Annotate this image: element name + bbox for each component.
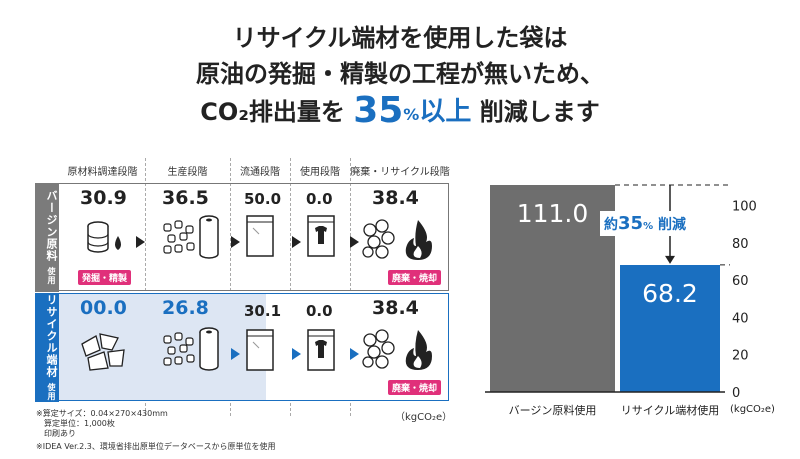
stage-divider [350, 158, 351, 416]
note-size: ※算定サイズ：0.04×270×430mm [36, 409, 168, 418]
virgin-disposal-value: 38.4 [372, 187, 419, 209]
stage-header-raw: 原材料調達段階 [67, 167, 138, 178]
bar-recycled [620, 264, 720, 392]
chart-overlay: 0 20 40 60 80 100 [485, 184, 757, 401]
flow-arrow [136, 236, 145, 248]
recycled-distribution-value: 30.1 [244, 302, 282, 320]
note-print: 印刷あり [36, 429, 76, 438]
recycled-use-value: 0.0 [306, 302, 333, 320]
stage-header-production: 生産段階 [167, 167, 208, 178]
virgin-raw-value: 30.9 [80, 187, 127, 209]
bag-with-shirt-icon [307, 215, 335, 257]
flow-arrow [231, 348, 240, 360]
bar-recycled-value: 68.2 [642, 278, 698, 308]
headline-line-2: 原油の発掘・精製の工程が無いため、 [196, 60, 604, 88]
y-tick-label: 60 [732, 274, 749, 289]
unit-left: （kgCO₂e） [395, 412, 453, 423]
flow-arrow [292, 236, 301, 248]
bag-with-shirt-icon [307, 329, 335, 371]
tag-disposal-burn: 廃棄・焼却 [388, 270, 442, 285]
recycled-raw-value: 00.0 [80, 297, 127, 319]
headline-line-1: リサイクル端材を使用した袋は [232, 24, 568, 52]
bar-virgin-value: 111.0 [516, 199, 589, 228]
headline-ijou: 以上 [419, 97, 472, 127]
recycled-disposal-value: 38.4 [372, 297, 419, 319]
waste-fire-icon [362, 219, 432, 260]
recycled-row-label: リサイクル端材 使用 [35, 293, 59, 402]
stage-divider [230, 158, 231, 416]
flow-arrow [292, 348, 301, 360]
recycled-production-value: 26.8 [162, 297, 209, 319]
stage-header-use: 使用段階 [300, 167, 340, 178]
reduction-arrow-head [665, 255, 675, 264]
x-label-recycled: リサイクル端材使用 [620, 404, 720, 417]
stage-divider [290, 158, 291, 416]
y-tick-label: 0 [732, 386, 740, 401]
headline-line-3: CO₂排出量を 35%以上 削減します [0, 90, 800, 131]
note-source: ※IDEA Ver.2.3、環境省排出原単位データベースから原単位を使用 [36, 442, 276, 451]
film-roll-icon [199, 215, 219, 259]
y-tick-label: 100 [732, 200, 757, 215]
flow-arrow [350, 348, 359, 360]
virgin-row-label: バージン原料 使用 [35, 183, 59, 292]
stage-divider [145, 158, 146, 416]
headline-percent-sign: % [403, 105, 420, 124]
bag-icon [246, 215, 274, 257]
scrap-material-icon [81, 333, 125, 371]
bag-icon [246, 329, 274, 371]
y-tick-label: 80 [732, 237, 749, 252]
stage-header-distribution: 流通段階 [240, 167, 280, 178]
y-tick-label: 40 [732, 311, 749, 326]
virgin-production-value: 36.5 [162, 187, 209, 209]
headline-co2: CO₂排出量を [200, 98, 345, 126]
y-axis-unit: (kgCO₂e) [730, 404, 775, 415]
oil-barrel-icon [87, 221, 121, 253]
note-unit: 算定単位：1,000枚 [36, 419, 115, 428]
headline-percent-number: 35 [353, 90, 404, 131]
x-label-virgin: バージン原料使用 [508, 404, 597, 417]
tag-disposal-burn: 廃棄・焼却 [388, 380, 442, 395]
waste-fire-icon [362, 329, 432, 370]
pellets-icon [163, 220, 195, 254]
y-tick-label: 20 [732, 349, 749, 364]
flow-arrow [231, 236, 240, 248]
stage-header-disposal: 廃棄・リサイクル段階 [350, 167, 450, 178]
tag-mining-refining: 発掘・精製 [78, 270, 132, 285]
pellets-icon [163, 332, 195, 366]
virgin-use-value: 0.0 [306, 190, 333, 208]
headline-reduce: 削減します [479, 98, 600, 126]
bar-virgin [490, 185, 615, 392]
flow-arrow [350, 236, 359, 248]
co2-bar-chart: 111.0 68.2 0 20 40 60 80 100 約35% 削減 バージン原料使用… [480, 180, 800, 430]
film-roll-icon [199, 327, 219, 371]
reduction-annotation: 約35% 削減 [600, 210, 690, 236]
virgin-distribution-value: 50.0 [244, 190, 282, 208]
